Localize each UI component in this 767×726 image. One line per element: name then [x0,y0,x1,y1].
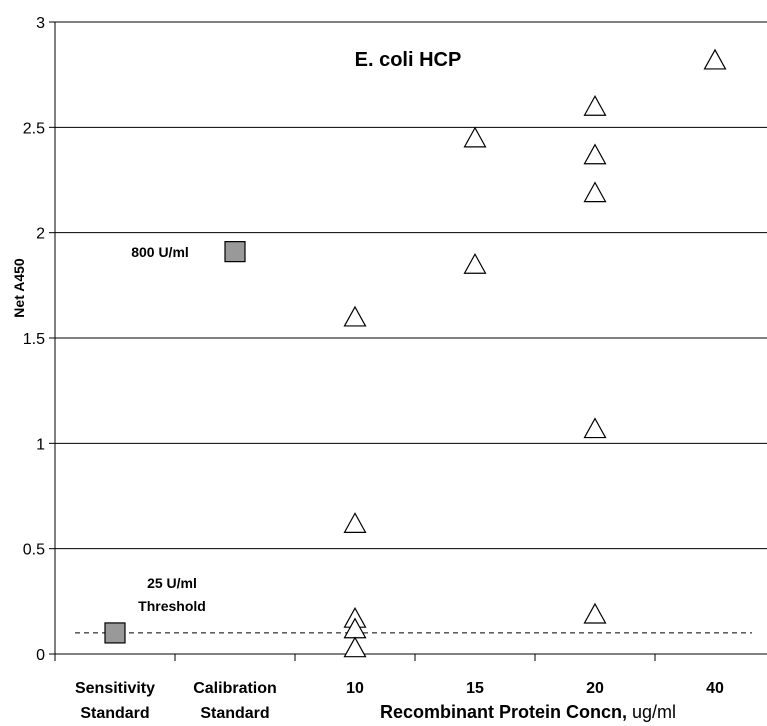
triangle-marker [463,253,487,274]
y-tick-label: 1.5 [23,331,45,348]
triangle-marker [583,181,607,203]
y-axis-label: Net A450 [11,258,27,318]
threshold-label-line2: Threshold [138,598,206,614]
triangle-marker [583,143,607,165]
y-tick-labels: 0 0.5 1 1.5 2 2.5 3 [23,15,55,664]
x-tick-label: Calibration [193,680,277,697]
triangle-marker [463,126,487,148]
triangle-marker [583,417,607,439]
triangle-marker [343,305,367,327]
threshold-label-line1: 25 U/ml [147,575,197,591]
x-axis-label-main: Recombinant Protein Concn, [380,702,627,722]
y-tick-label: 1 [36,436,45,453]
annotation-800-label: 800 U/ml [131,244,189,260]
x-tick-label: 10 [346,680,364,697]
x-tick-marks [54,654,656,661]
y-tick-label: 2 [36,226,45,243]
x-tick-label-line2: Standard [80,705,149,722]
y-tick-label: 2.5 [23,120,45,137]
triangle-marker [343,636,367,658]
square-marker [104,622,126,644]
data-markers [104,48,727,658]
gridlines [55,21,767,550]
triangle-marker [343,512,367,533]
y-tick-label: 3 [36,15,45,32]
triangle-marker [583,95,607,116]
x-tick-label: 20 [586,680,604,697]
triangle-marker [703,48,727,70]
y-tick-label: 0.5 [23,542,45,559]
x-tick-label-line2: Standard [200,705,269,722]
x-tick-label: 40 [706,680,724,697]
triangle-marker [583,602,607,624]
y-tick-label: 0 [36,647,45,664]
x-axis-label-unit: ug/ml [627,702,676,722]
chart-title: E. coli HCP [355,49,462,71]
x-tick-label: 15 [466,680,484,697]
square-marker [224,241,246,263]
x-axis-label: Recombinant Protein Concn, ug/ml [380,702,676,722]
x-tick-label: Sensitivity [75,680,155,697]
x-category-labels: Sensitivity Standard Calibration Standard 10… [75,680,724,722]
